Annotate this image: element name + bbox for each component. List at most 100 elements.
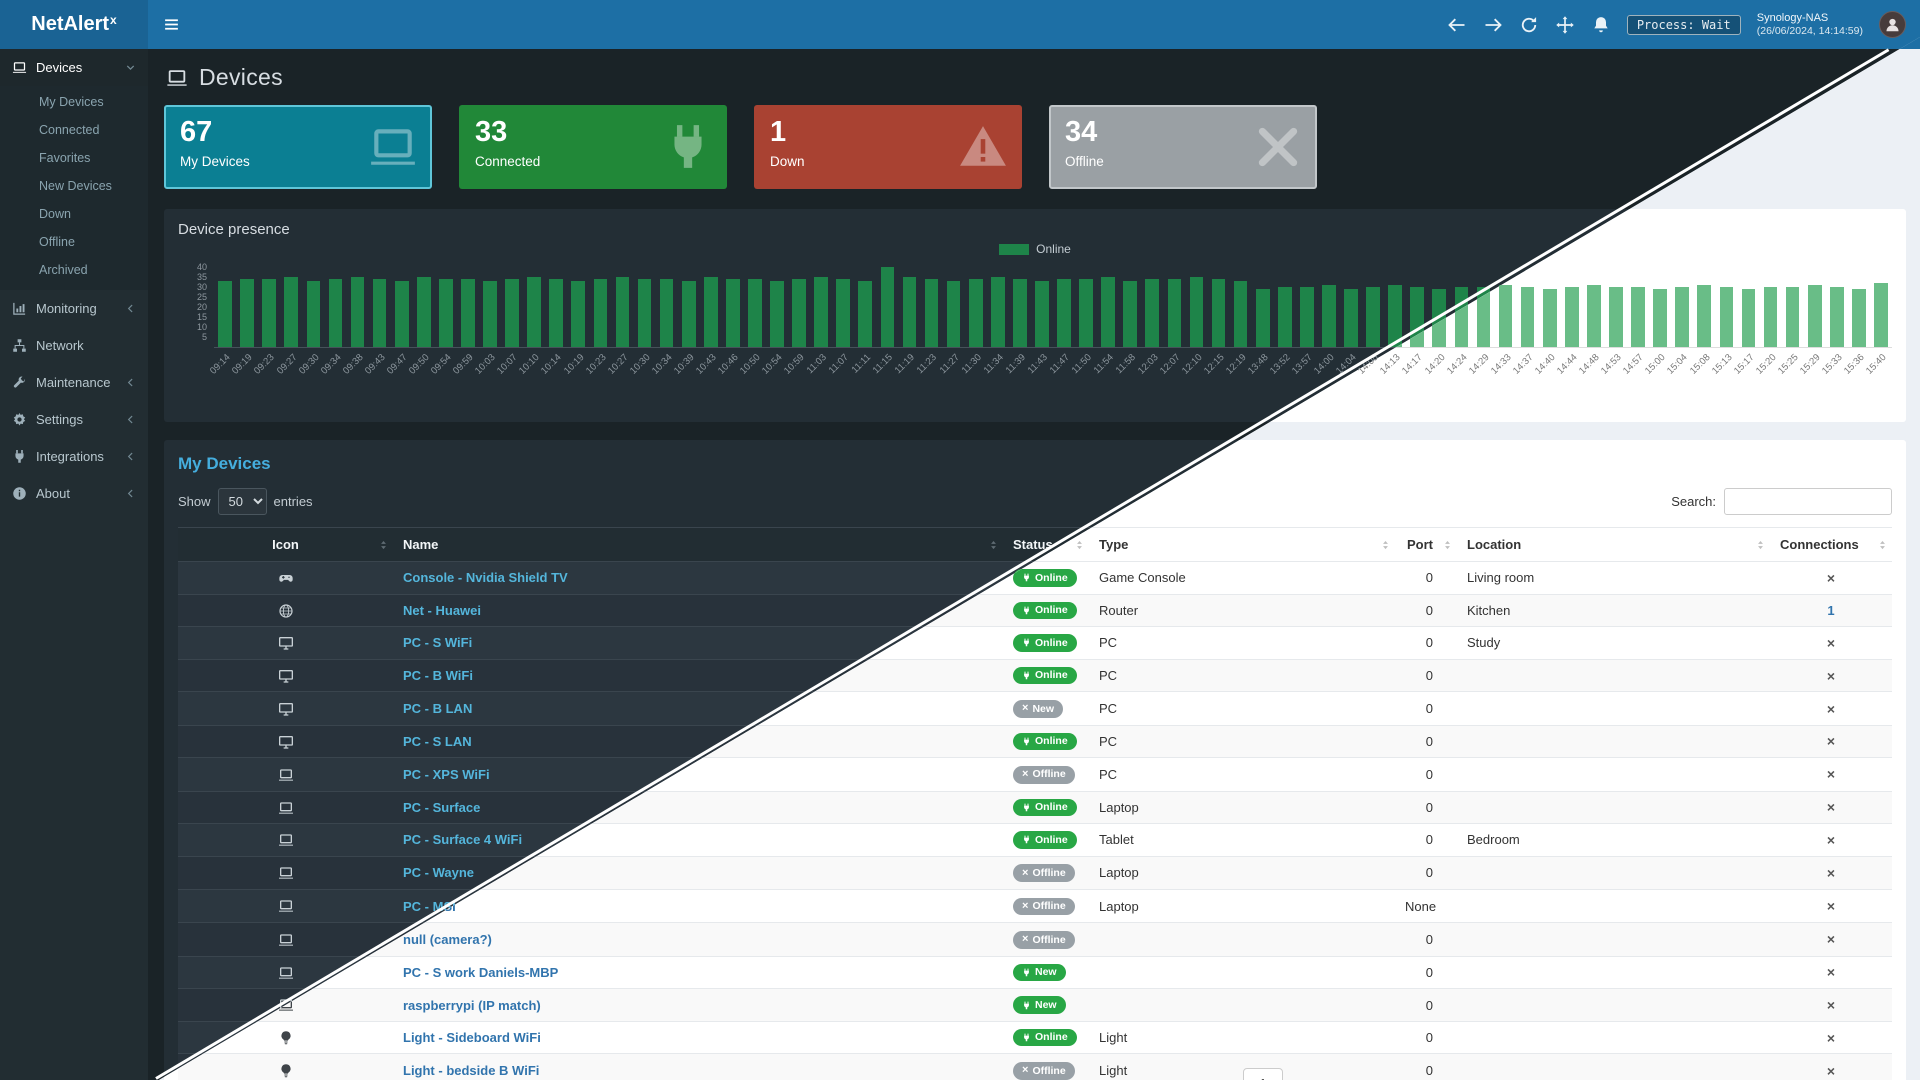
column-header-port[interactable]: Port [1395,527,1457,562]
chart-bar [1344,289,1358,347]
device-name-link[interactable]: PC - MSI [403,898,456,914]
column-header-icon[interactable]: Icon [178,527,393,562]
chart-bar [1741,289,1756,347]
sidebar-subitem-new-devices[interactable]: New Devices [39,179,112,193]
device-row[interactable]: PC - S work Daniels-MBP New 0 × [178,956,1892,990]
device-type [1089,988,1395,1022]
plug-icon [1022,671,1031,680]
x-icon: × [1022,1064,1029,1077]
device-name-link[interactable]: PC - XPS WiFi [403,766,490,782]
device-name-link[interactable]: Net - Huawei [403,602,482,618]
chart-bar [1829,287,1844,347]
chart-bar [615,277,630,347]
column-header-status[interactable]: Status [1003,527,1089,562]
device-type: PC [1089,659,1395,693]
sidebar-item-network[interactable]: Network [0,327,148,364]
chart-bar [1211,279,1226,347]
device-name-link[interactable]: PC - S work Daniels-MBP [403,964,559,980]
fullscreen-move-button[interactable] [1555,15,1575,35]
card-connected[interactable]: 33 Connected [459,105,727,189]
device-row[interactable]: raspberrypi (IP match) New 0 × [178,988,1892,1022]
device-name-link[interactable]: Light - bedside B WiFi [403,1063,540,1079]
y-axis-label: 20 [196,302,207,312]
status-badge: Online [1013,732,1077,751]
column-header-location[interactable]: Location [1457,527,1770,562]
device-name-link[interactable]: PC - B WiFi [403,668,473,684]
device-location [1457,988,1770,1022]
sidebar-subitem-down[interactable]: Down [39,207,71,221]
column-header-connections[interactable]: Connections [1770,527,1892,562]
sort-icon [1073,538,1086,551]
column-header-type[interactable]: Type [1089,527,1395,562]
device-name-link[interactable]: PC - Wayne [403,865,475,881]
device-row[interactable]: Light - Sideboard WiFi Online Light 0 × [178,1021,1892,1055]
chevron-left-icon [125,414,136,425]
device-row[interactable]: Console - Nvidia Shield TV Online Game Con… [178,561,1892,595]
nav-back-button[interactable] [1447,15,1467,35]
globe-icon [278,603,294,619]
warning-icon [958,122,1008,172]
card-down[interactable]: 1 Down [754,105,1022,189]
device-row[interactable]: null (camera?) × Offline 0 × [178,922,1892,957]
device-row[interactable]: Light - bedside B WiFi × Offline Light 0 × [178,1053,1892,1080]
pagination-page-button[interactable]: 1 [1243,1068,1283,1080]
chart-bar [814,277,828,347]
device-name-link[interactable]: Console - Nvidia Shield TV [403,570,568,586]
card-my-devices[interactable]: 67 My Devices [164,105,432,189]
laptop-icon [278,997,294,1013]
device-name-link[interactable]: PC - S WiFi [403,635,473,651]
chart-bar [659,279,674,347]
page-length-select[interactable]: 50 [217,488,267,515]
device-name-link[interactable]: PC - Surface [403,799,481,815]
connections-link[interactable]: 1 [1827,602,1835,618]
sidebar-item-integrations[interactable]: Integrations [0,438,148,475]
device-name-link[interactable]: PC - Surface 4 WiFi [403,832,523,848]
y-axis-label: 40 [196,262,207,272]
device-name-link[interactable]: null (camera?) [403,931,492,947]
user-avatar[interactable] [1879,11,1906,38]
chart-bar [1035,281,1049,347]
sidebar-subitem-archived[interactable]: Archived [39,263,88,277]
sidebar-item-settings[interactable]: Settings [0,401,148,438]
device-name-link[interactable]: raspberrypi (IP match) [403,997,541,1013]
chart-bar [1322,285,1336,347]
sidebar-item-devices[interactable]: Devices [0,49,148,86]
no-connection-icon: × [1826,997,1836,1014]
device-port: 0 [1395,791,1457,825]
sidebar-subitem-offline[interactable]: Offline [39,235,75,249]
sidebar-subitem-connected[interactable]: Connected [39,123,100,137]
sidebar-item-about[interactable]: About [0,475,148,512]
no-connection-icon: × [1826,733,1836,750]
column-header-name[interactable]: Name [393,527,1003,562]
table-pagination: 1 [1243,1068,1283,1080]
chevron-down-icon [125,62,136,73]
y-axis-label: 35 [196,272,207,282]
sidebar-subitem-my-devices[interactable]: My Devices [39,95,104,109]
refresh-button[interactable] [1519,15,1539,35]
nav-forward-button[interactable] [1483,15,1503,35]
sidebar-toggle-button[interactable] [148,0,194,49]
search-input[interactable] [1724,488,1892,515]
device-name-link[interactable]: PC - S LAN [403,733,472,749]
sidebar-item-monitoring[interactable]: Monitoring [0,290,148,327]
sidebar-item-maintenance[interactable]: Maintenance [0,364,148,401]
device-port: 0 [1395,594,1457,628]
card-offline[interactable]: 34 Offline [1049,105,1317,189]
sidebar-subitem-favorites[interactable]: Favorites [39,151,91,165]
sidebar-item-label: Integrations [36,449,104,464]
device-name-link[interactable]: Light - Sideboard WiFi [403,1030,541,1046]
notifications-button[interactable] [1591,15,1611,35]
device-name-link[interactable]: PC - B LAN [403,701,473,717]
